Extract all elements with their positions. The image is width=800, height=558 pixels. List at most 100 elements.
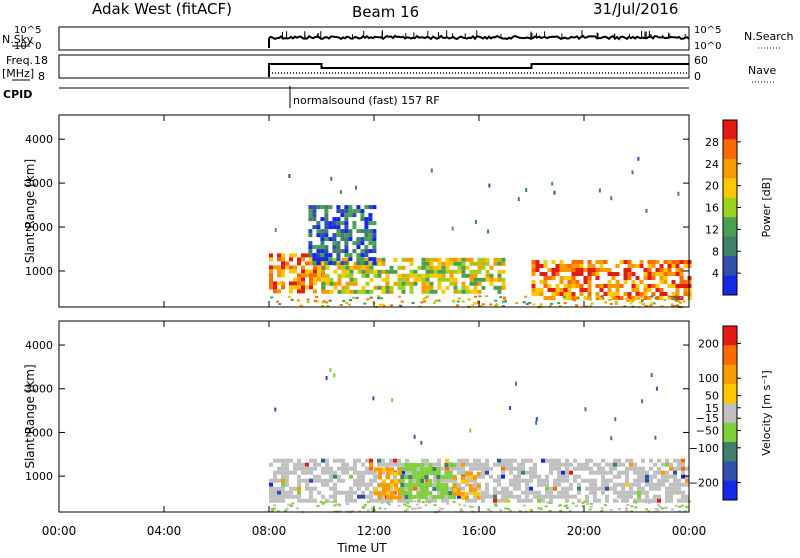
freq-line [268, 63, 689, 77]
echo-cell [539, 288, 544, 292]
echo-cell [625, 478, 629, 483]
echo-cell [429, 269, 434, 274]
echo-cell [472, 487, 477, 492]
echo-cell [273, 478, 277, 483]
echo-cell [583, 276, 588, 280]
echo-cell [518, 510, 522, 513]
echo-cell [681, 458, 685, 463]
echo-cell [655, 260, 660, 264]
echo-cell [551, 260, 556, 264]
echo-cell [325, 482, 329, 487]
echo-cell [641, 458, 645, 463]
echo-cell [316, 505, 320, 507]
echo-cell [309, 498, 313, 503]
echo-cell [386, 467, 390, 472]
colorbar-tick-label: −100 [689, 442, 719, 455]
echo-cell [677, 482, 681, 487]
echo-cell [276, 510, 280, 512]
freq-trace [268, 63, 689, 77]
echo-cell [440, 483, 445, 487]
echo-cell [505, 486, 509, 491]
echo-cell [289, 494, 293, 499]
echo-cell [325, 265, 330, 270]
echo-cell [365, 281, 370, 286]
echo-cell [405, 504, 409, 507]
echo-cell [634, 506, 638, 509]
echo-cell [333, 281, 338, 286]
echo-cell [601, 458, 605, 463]
echo-cell [308, 253, 313, 258]
echo-cell [312, 257, 317, 262]
echo-cell [509, 490, 513, 495]
echo-cell [428, 491, 433, 495]
echo-cell [353, 462, 357, 467]
echo-cell [312, 253, 317, 258]
echo-cell [287, 503, 291, 506]
echo-cell [453, 257, 458, 262]
echo-cell [629, 462, 633, 467]
echo-cell [474, 295, 477, 298]
echo-cell [477, 277, 482, 282]
echo-cell [679, 280, 684, 284]
echo-cell [369, 296, 373, 299]
echo-cell [281, 257, 285, 262]
echo-cell [671, 292, 676, 296]
echo-cell [365, 458, 369, 463]
echo-cell [329, 494, 333, 499]
echo-cell [313, 273, 317, 278]
echo-cell [515, 381, 517, 386]
echo-cell [449, 478, 453, 483]
echo-cell [285, 265, 289, 270]
echo-cell [305, 273, 309, 278]
echo-cell [289, 470, 293, 475]
echo-cell [493, 257, 498, 262]
echo-cell [325, 458, 329, 463]
echo-cell [679, 301, 682, 304]
echo-cell [332, 221, 337, 226]
echo-cell [631, 296, 636, 300]
echo-cell [448, 491, 453, 495]
echo-cell [653, 474, 657, 479]
echo-cell [383, 507, 387, 510]
echo-cell [412, 467, 417, 471]
echo-cell [468, 475, 473, 480]
echo-cell [437, 261, 442, 266]
echo-cell [468, 483, 473, 488]
echo-cell [281, 285, 285, 290]
echo-cell [685, 498, 689, 503]
echo-cell [633, 470, 637, 475]
echo-cell [301, 478, 305, 483]
echo-cell [449, 281, 454, 286]
echo-cell [481, 494, 485, 499]
echo-cell [409, 261, 414, 266]
echo-cell [581, 462, 585, 467]
echo-cell [289, 253, 293, 258]
echo-cell [372, 261, 377, 266]
x-tick-label: 04:00 [147, 524, 182, 538]
echo-cell [473, 466, 477, 471]
echo-cell [448, 475, 453, 479]
echo-cell [548, 501, 552, 504]
echo-cell [445, 466, 449, 471]
echo-cell [680, 504, 684, 507]
echo-cell [441, 261, 446, 266]
echo-cell [412, 471, 417, 475]
echo-cell [432, 467, 437, 471]
echo-cell [360, 241, 365, 246]
echo-cell [644, 501, 648, 504]
echo-cell [525, 478, 529, 483]
echo-cell [635, 292, 640, 296]
echo-cell [648, 501, 651, 504]
echo-cell [551, 288, 556, 292]
echo-cell [623, 276, 628, 280]
echo-cell [341, 257, 346, 262]
echo-cell [669, 494, 673, 499]
echo-cell [600, 507, 604, 510]
echo-cell [645, 494, 649, 499]
echo-cell [297, 261, 301, 266]
echo-cell [665, 478, 669, 483]
echo-cell [573, 478, 577, 483]
echo-cell [651, 260, 656, 264]
echo-cell [655, 272, 660, 276]
echo-cell [309, 470, 313, 475]
